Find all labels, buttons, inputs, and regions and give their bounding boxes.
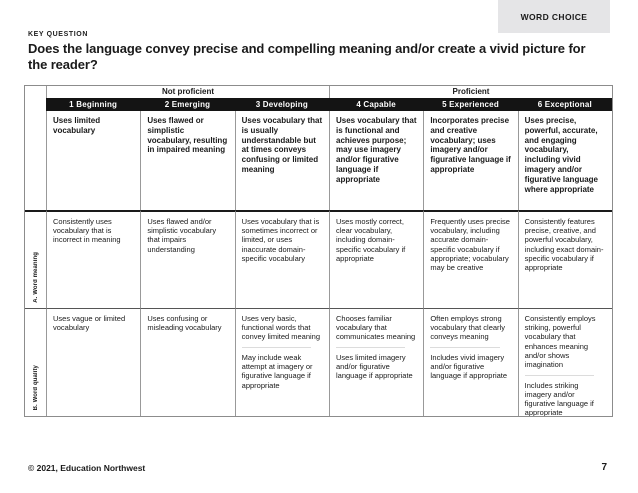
rubric-cell-word-meaning-1: Consistently uses vocabulary that is inc… xyxy=(46,209,141,308)
table-corner-cell xyxy=(25,86,46,210)
level-header-5-experienced: 5 Experienced xyxy=(423,97,518,111)
level-header-2-emerging: 2 Emerging xyxy=(140,97,235,111)
rubric-cell-word-quality-2: Uses confusing or misleading vocabulary xyxy=(140,307,235,416)
rubric-cell-word-meaning-5: Frequently uses precise vocabulary, incl… xyxy=(423,209,518,308)
band-header-not-proficient: Not proficient xyxy=(46,85,329,98)
level-header-1-beginning: 1 Beginning xyxy=(46,97,141,111)
level-header-3-developing: 3 Developing xyxy=(234,97,329,111)
rubric-cell-word-quality-3: Uses very basic, functional words that c… xyxy=(234,307,329,416)
rubric-cell-word-quality-4: Chooses familiar vocabulary that communi… xyxy=(329,307,424,416)
copyright: © 2021, Education Northwest xyxy=(28,463,146,473)
descriptor-cell-5: Incorporates precise and creative vocabu… xyxy=(423,110,517,210)
band-header-proficient: Proficient xyxy=(329,85,612,98)
rubric-cell-word-quality-1: Uses vague or limited vocabulary xyxy=(46,307,141,416)
paragraph-separator xyxy=(524,374,594,376)
paragraph-separator xyxy=(241,346,311,348)
page-number: 7 xyxy=(601,462,607,473)
level-header-4-capable: 4 Capable xyxy=(329,97,424,111)
row-label-word-meaning: A. Word meaning xyxy=(25,209,46,308)
descriptor-cell-4: Uses vocabulary that is functional and a… xyxy=(329,110,423,210)
paragraph-separator xyxy=(430,346,500,348)
rubric-cell-word-quality-5: Often employs strong vocabulary that cle… xyxy=(423,307,518,416)
rubric-cell-word-meaning-3: Uses vocabulary that is sometimes incorr… xyxy=(234,209,329,308)
rubric-cell-word-quality-6: Consistently employs striking, powerful … xyxy=(517,307,612,416)
word-choice-tab: WORD CHOICE xyxy=(498,0,610,33)
descriptor-cell-6: Uses precise, powerful, accurate, and en… xyxy=(517,110,612,210)
page-title: Does the language convey precise and com… xyxy=(28,41,586,72)
rubric-table: Not proficient Proficient 1 Beginning 2 … xyxy=(24,84,613,417)
descriptor-cell-2: Uses flawed or simplistic vocabulary, re… xyxy=(140,110,234,210)
rubric-cell-word-meaning-4: Uses mostly correct, clear vocabulary, i… xyxy=(329,209,424,308)
descriptor-cell-3: Uses vocabulary that is usually understa… xyxy=(234,110,329,210)
row-label-word-meaning-text: A. Word meaning xyxy=(32,251,39,303)
rubric-cell-word-meaning-2: Uses flawed and/or simplistic vocabulary… xyxy=(140,209,235,308)
rubric-cell-word-meaning-6: Consistently features precise, creative,… xyxy=(517,209,612,308)
descriptor-cell-1: Uses limited vocabulary xyxy=(46,110,140,210)
row-label-word-quality-text: B. Word quality xyxy=(32,365,39,411)
page-footer: © 2021, Education Northwest 7 xyxy=(28,462,607,473)
paragraph-separator xyxy=(336,346,406,348)
row-label-word-quality: B. Word quality xyxy=(25,307,46,416)
key-question-label: KEY QUESTION xyxy=(28,31,88,38)
level-header-6-exceptional: 6 Exceptional xyxy=(517,97,612,111)
